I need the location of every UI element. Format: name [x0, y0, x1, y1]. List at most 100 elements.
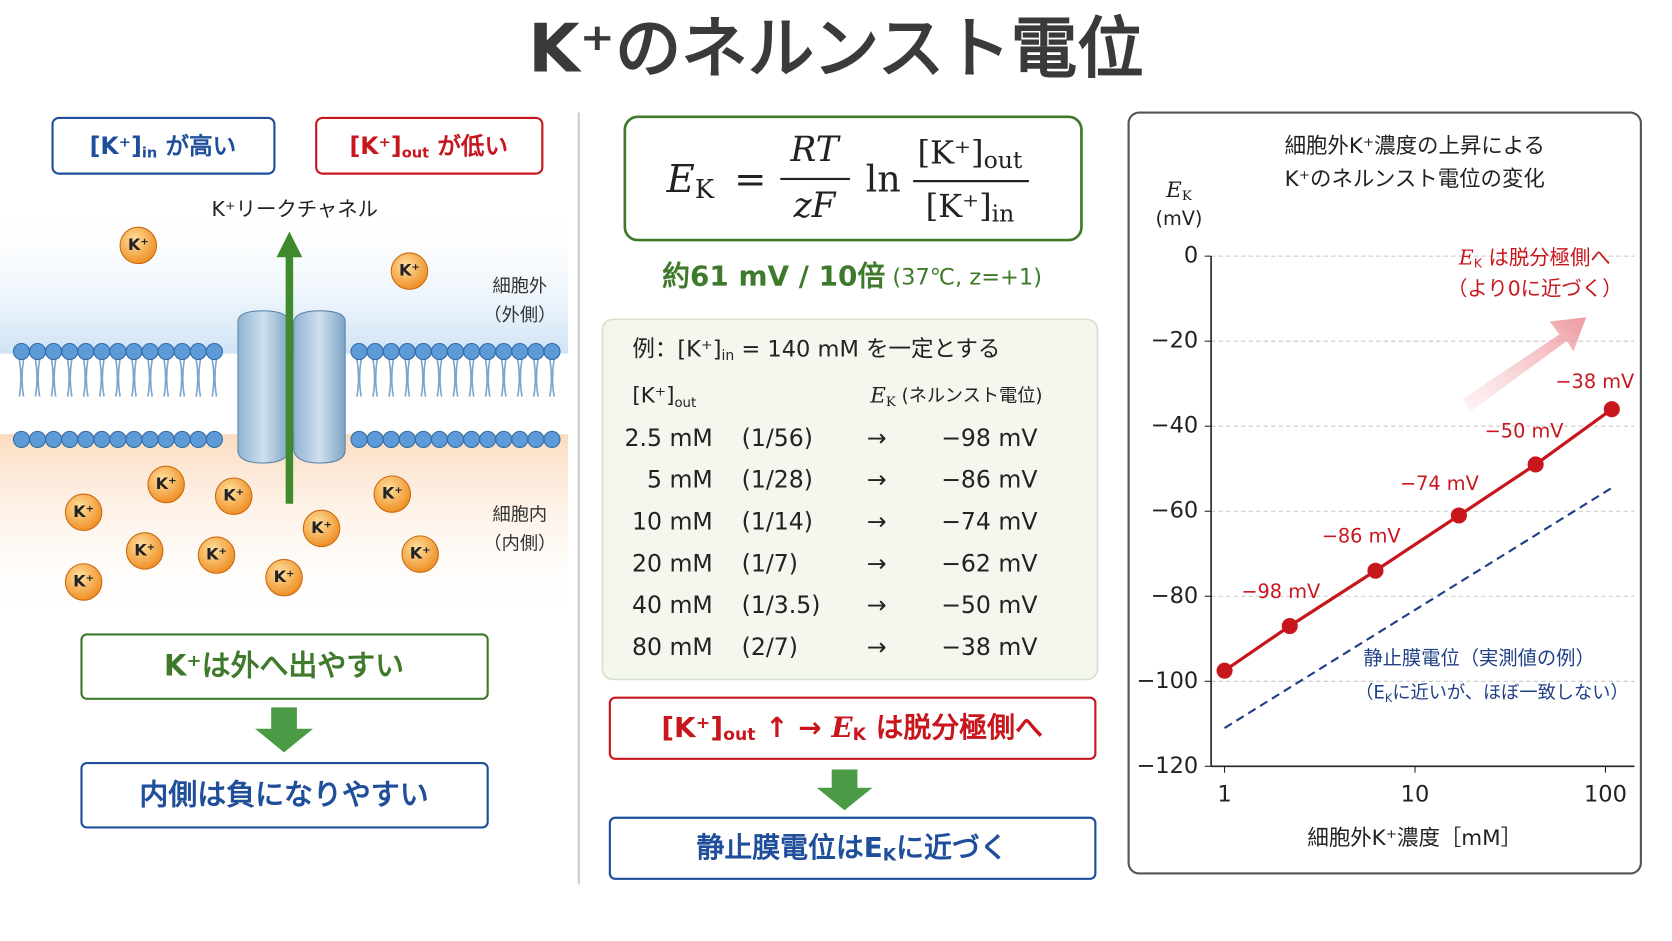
ion [197, 536, 236, 574]
point-label: −38 mV [1555, 370, 1635, 393]
point [1450, 507, 1467, 524]
cell: (1/56) [742, 424, 813, 452]
lipid-head [12, 342, 31, 361]
lipid-head [350, 342, 368, 361]
x-axis-label: 細胞外K⁺濃度［mM］ [1307, 826, 1522, 851]
ion-label: K⁺ [73, 571, 94, 590]
cell: −50 mV [941, 591, 1037, 619]
ion-label: K⁺ [156, 474, 177, 493]
cell: 5 mM [647, 466, 713, 494]
lipid-tail [549, 358, 555, 397]
formula-eq: = [734, 157, 766, 202]
ion [119, 226, 158, 265]
ions: K⁺ K⁺ K⁺ K⁺ K⁺ K⁺ K⁺ K⁺ K⁺ K⁺ K⁺ K⁺ [64, 226, 439, 601]
lipid-tail [82, 358, 89, 397]
ion-label: K⁺ [206, 545, 227, 564]
box [80, 762, 489, 829]
formula-den: [K⁺]in [926, 186, 1015, 226]
inside-label: 細胞内 [493, 505, 548, 526]
cell: (2/7) [742, 633, 798, 661]
lipid-head [463, 342, 481, 361]
badge-out-text: [K⁺]out が低い [349, 131, 508, 161]
box-text: 静止膜電位はEKに近づく [697, 831, 1008, 865]
cell: → [867, 508, 887, 536]
lipid-head [28, 430, 47, 448]
lipid-tail [436, 358, 443, 397]
lipid-tail [66, 358, 73, 397]
lipid-head [77, 342, 95, 361]
cell: 2.5 mM [624, 424, 712, 452]
box [608, 696, 1097, 760]
table-box [601, 318, 1099, 681]
lipid-head [205, 430, 223, 448]
lipid-head [173, 342, 191, 361]
lipid-tail [131, 358, 137, 397]
series-label: 静止膜電位（実測値の例） [1363, 647, 1594, 670]
lipid-tail [18, 358, 25, 397]
lipid-head [479, 342, 497, 361]
lipid-head [45, 430, 63, 448]
cell: 20 mM [632, 549, 713, 577]
box [80, 633, 489, 700]
y-tick-label: 0 [1184, 243, 1198, 269]
lipid-tail [50, 358, 57, 397]
ion [373, 475, 412, 513]
lipid-head [157, 342, 175, 361]
cell: (1/7) [742, 549, 798, 577]
lipid-head [414, 342, 432, 361]
ion [125, 532, 164, 570]
lipid-head [366, 342, 384, 361]
point [1216, 662, 1233, 679]
lipid-head [28, 342, 47, 361]
cell: 10 mM [632, 508, 713, 536]
lipid-tail [114, 358, 121, 397]
ion [390, 252, 429, 290]
y-tick-label: −100 [1136, 668, 1198, 694]
formula-box [623, 115, 1083, 242]
cell: (1/14) [742, 508, 813, 536]
y-axis-label: EK [1165, 178, 1193, 204]
formula-num: [K⁺]out [918, 133, 1023, 173]
arrow-note: EK は脱分極側へ [1458, 245, 1611, 270]
ion-label: K⁺ [128, 235, 149, 254]
lipid-tail [147, 358, 154, 397]
cell: → [867, 424, 887, 452]
lipid-tail [163, 358, 170, 397]
lipid-head [527, 342, 545, 361]
lipid-tail [516, 358, 523, 397]
table-example: 例：[K⁺]in = 140 mM を一定とする [632, 336, 1000, 364]
lipid-head [109, 430, 127, 448]
channel-left [237, 310, 290, 464]
rule: 約61 mV / 10倍 (37℃, z=+1) [662, 260, 1042, 293]
lipid-head [446, 342, 465, 361]
lipid-tail [179, 358, 186, 397]
table-header: [K⁺]out [632, 384, 696, 411]
point [1367, 562, 1384, 579]
ion [302, 509, 341, 548]
lipid-head [61, 430, 79, 448]
lipid-head [398, 342, 416, 361]
ion-label: K⁺ [134, 540, 155, 559]
lipid-tail [388, 358, 395, 397]
box-text: 内側は負になりやすい [139, 777, 428, 811]
lipid-head [495, 430, 513, 448]
badge-in [51, 116, 276, 175]
channel-right [293, 310, 346, 464]
point-label: −86 mV [1322, 524, 1402, 547]
membrane [12, 342, 561, 448]
lipid-head [141, 342, 159, 361]
lipid-head [414, 430, 432, 448]
ion [401, 535, 439, 573]
x-tick-label: 100 [1584, 782, 1627, 808]
lipid-head [511, 430, 529, 448]
lipid-head [463, 430, 481, 448]
cell: −62 mV [941, 549, 1037, 577]
outside-label: （外側） [483, 305, 556, 326]
lipid-tail [452, 358, 459, 397]
point [1527, 456, 1544, 473]
chart-frame [1127, 111, 1642, 875]
lipid-head [495, 342, 513, 361]
ion-label: K⁺ [399, 261, 420, 280]
point [1603, 401, 1620, 418]
